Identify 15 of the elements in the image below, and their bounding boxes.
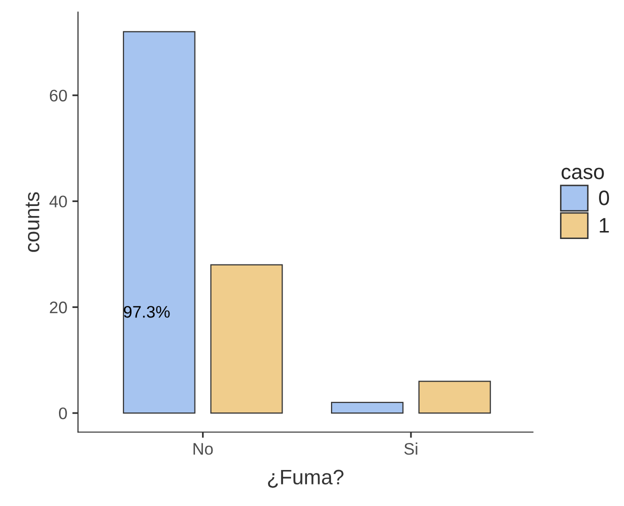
x-tick-label: Si [404, 442, 418, 455]
legend-title: caso [562, 168, 604, 180]
bar [418, 380, 491, 414]
bar [122, 31, 196, 414]
y-tick-label: 40 [49, 196, 67, 208]
legend-label: 1 [600, 218, 609, 233]
y-tick-label: 0 [58, 407, 67, 420]
y-tick-label: 20 [50, 302, 67, 314]
x-axis-title: ¿Fuma? [268, 470, 344, 488]
bar [331, 402, 404, 414]
x-tick-label: No [194, 443, 213, 455]
bar [210, 264, 283, 414]
legend-label: 0 [599, 190, 610, 206]
y-axis-title: counts [26, 192, 40, 252]
y-tick-label: 60 [50, 90, 67, 102]
